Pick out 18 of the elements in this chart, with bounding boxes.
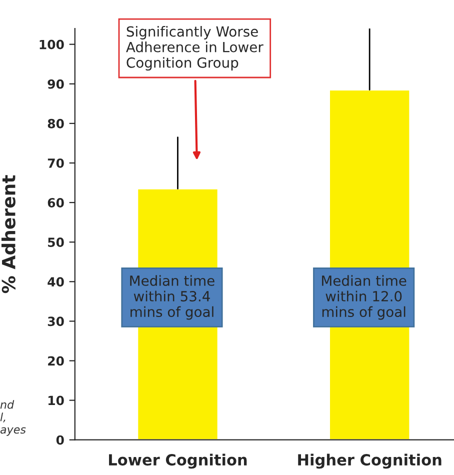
y-tick-label: 90 (48, 79, 64, 89)
y-axis-title: % Adherent (1, 175, 16, 294)
y-tick-label: 10 (48, 396, 64, 406)
annotation: Median time within 12.0 mins of goal (322, 275, 406, 320)
y-tick-label: 70 (48, 158, 64, 168)
y-tick-label: 50 (48, 238, 64, 248)
x-tick-label: Lower Cognition (109, 454, 247, 469)
y-tick-label: 60 (48, 198, 64, 208)
annotation: Median time within 53.4 mins of goal (130, 275, 214, 320)
annotation: Significantly Worse Adherence in Lower Cognition Group (126, 26, 264, 71)
y-tick-label: 0 (56, 435, 64, 445)
y-tick-label: 20 (48, 356, 64, 366)
y-tick-label: 80 (48, 118, 64, 128)
text: nd l, ayes (0, 400, 26, 436)
y-tick-label: 100 (40, 40, 64, 50)
y-tick-label: 40 (48, 277, 64, 287)
y-tick-label: 30 (48, 316, 64, 326)
x-tick-label: Higher Cognition (298, 454, 442, 469)
